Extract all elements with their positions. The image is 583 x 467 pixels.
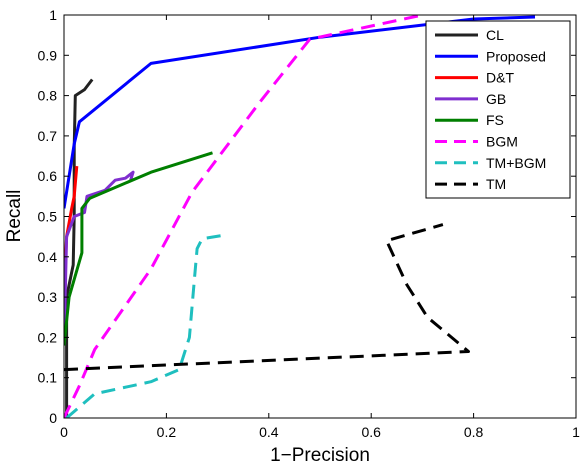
y-tick-label: 0.5 [38, 209, 58, 225]
legend-label: TM+BGM [486, 155, 546, 171]
x-tick-label: 0.2 [157, 424, 177, 440]
y-tick-label: 0.9 [38, 47, 58, 63]
x-axis-title: 1−Precision [270, 445, 370, 466]
legend-items: CL Proposed D&T GB FS BGM TM+BGM TM [435, 27, 546, 192]
legend-label: Proposed [486, 48, 546, 64]
series-line-gb [64, 170, 135, 346]
legend-label: D&T [486, 70, 514, 86]
legend-box [425, 20, 571, 199]
y-tick-label: 0.4 [38, 249, 58, 265]
y-tick-label: 0 [49, 410, 57, 426]
x-tick-label: 0 [60, 424, 68, 440]
legend-label: CL [486, 27, 504, 43]
series-line-fs [64, 151, 213, 346]
y-axis-title: Recall [4, 190, 25, 243]
y-tick-label: 0.7 [38, 128, 58, 144]
y-tick-label: 1 [49, 7, 57, 23]
y-tick-label: 0.8 [38, 88, 58, 104]
x-tick-label: 1 [572, 424, 580, 440]
y-tick-label: 0.6 [38, 168, 58, 184]
series-line-tm [64, 223, 470, 372]
x-axis: 0 0.2 0.4 0.6 0.8 1 [60, 15, 580, 440]
x-tick-label: 0.6 [361, 424, 381, 440]
legend-label: TM [486, 176, 506, 192]
legend: CL Proposed D&T GB FS BGM TM+BGM TM [425, 20, 571, 199]
y-tick-label: 0.2 [38, 329, 58, 345]
legend-label: FS [486, 112, 504, 128]
y-tick-label: 0.3 [38, 289, 58, 305]
series-line-tm-bgm [65, 233, 229, 418]
legend-label: BGM [486, 134, 518, 150]
legend-label: GB [486, 91, 506, 107]
y-tick-label: 0.1 [38, 370, 58, 386]
x-tick-label: 0.8 [464, 424, 484, 440]
x-tick-label: 0.4 [259, 424, 279, 440]
y-axis: 0 0.1 0.2 0.3 0.4 0.5 0.6 0.7 0.8 0.9 1 [38, 7, 576, 426]
